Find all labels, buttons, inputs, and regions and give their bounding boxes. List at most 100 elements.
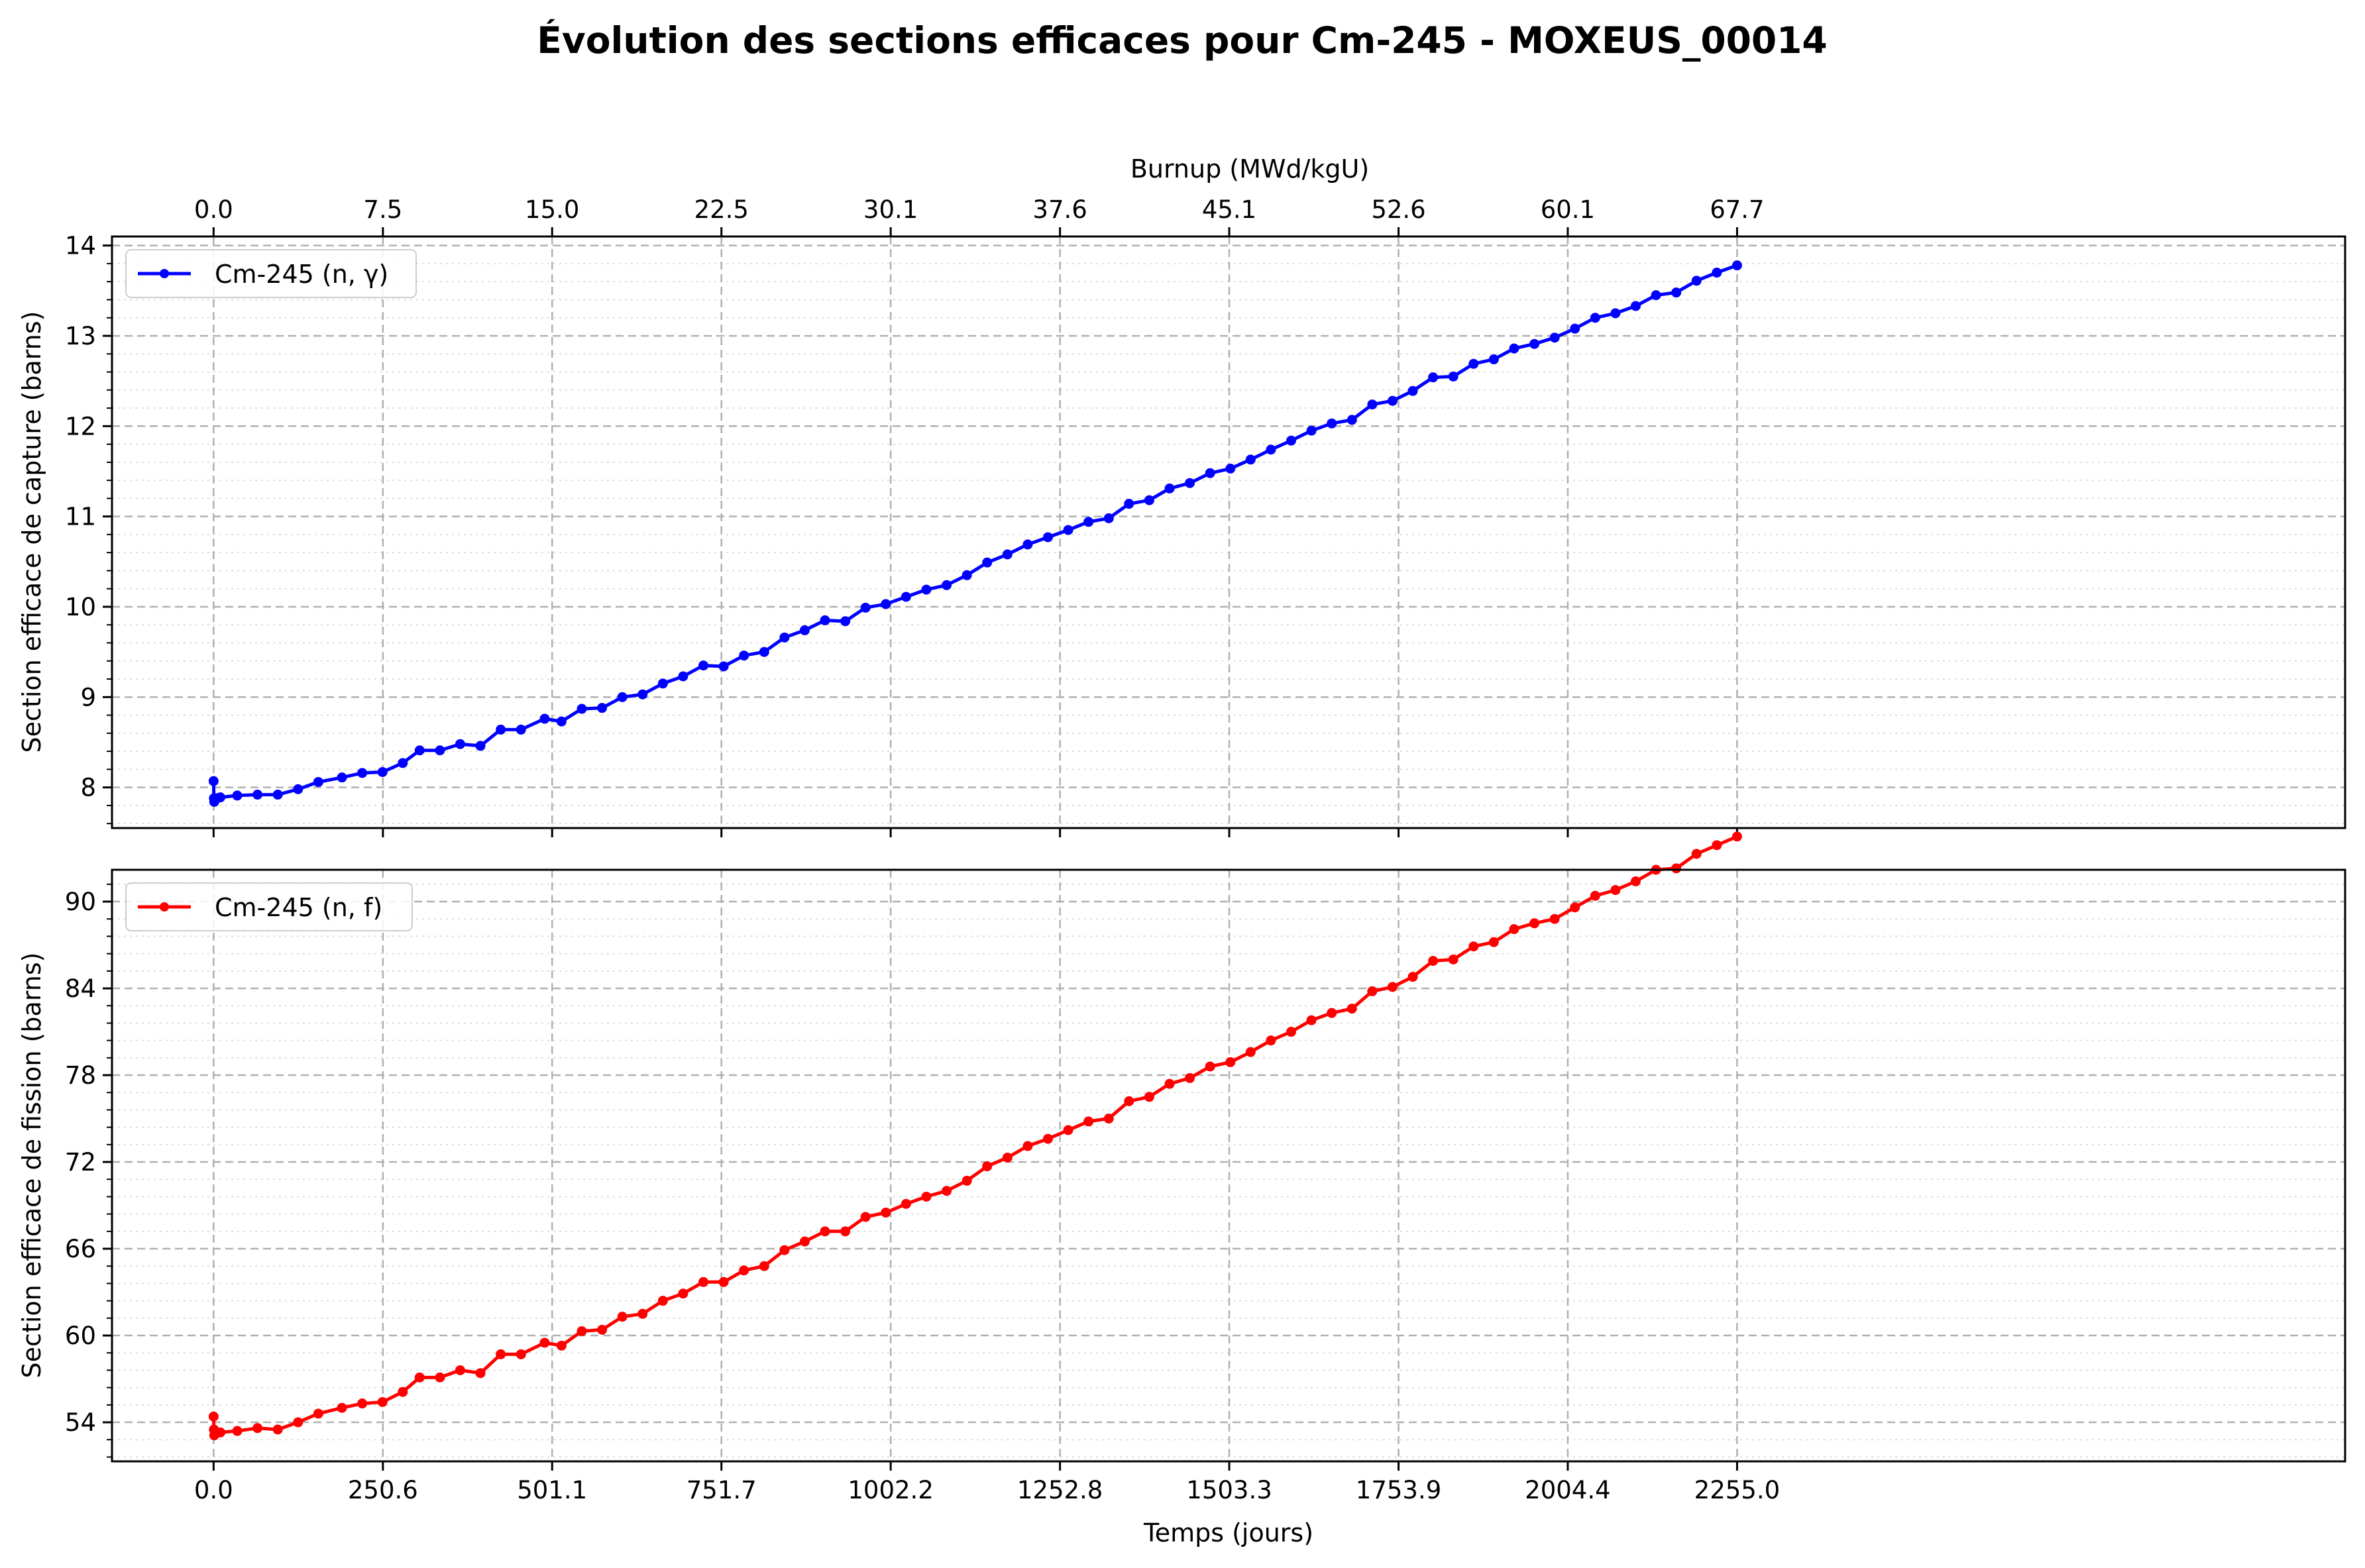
capture-data-point <box>539 713 550 724</box>
fission-data-point <box>208 1411 219 1422</box>
fission-data-point <box>901 1198 911 1209</box>
fission-data-point <box>232 1426 243 1436</box>
capture-data-point <box>337 772 347 783</box>
fission-panel: 54 60 66 72 78 84 90 0.0 250.6 501.1 751.7 1002.2 1… <box>17 831 2346 1547</box>
fission-data-point <box>1691 849 1702 859</box>
capture-data-point <box>1630 301 1641 311</box>
capture-y-ticks: 8 9 10 11 12 13 14 <box>65 232 112 825</box>
fission-data-point <box>759 1261 769 1271</box>
fission-data-point <box>1002 1152 1013 1163</box>
time-x-tick-label: 1503.3 <box>1186 1476 1272 1504</box>
fission-data-point <box>1042 1133 1053 1144</box>
capture-data-point <box>1712 268 1722 278</box>
fission-y-tick-label: 78 <box>65 1061 96 1090</box>
burnup-x-tick-label: 45.1 <box>1202 195 1256 224</box>
burnup-x-tick-label: 67.7 <box>1710 195 1764 224</box>
time-x-tick-label: 1252.8 <box>1017 1476 1103 1504</box>
capture-data-point <box>759 647 769 657</box>
fission-data-point <box>820 1226 830 1237</box>
capture-data-point <box>313 776 323 787</box>
time-x-tick-label: 1753.9 <box>1356 1476 1441 1504</box>
fission-data-point <box>398 1386 408 1397</box>
capture-data-point <box>516 724 526 735</box>
fission-data-point <box>881 1207 891 1218</box>
fission-data-point <box>357 1398 368 1409</box>
fission-y-tick-label: 60 <box>65 1322 96 1350</box>
capture-data-point <box>1185 478 1195 488</box>
fission-data-point <box>1712 840 1722 851</box>
fission-data-point <box>718 1277 729 1287</box>
fission-y-ticks: 54 60 66 72 78 84 90 <box>65 883 112 1458</box>
capture-data-point <box>617 692 628 702</box>
fission-data-point <box>617 1312 628 1322</box>
fission-data-point <box>1509 924 1519 935</box>
capture-legend-marker <box>160 269 169 278</box>
capture-data-point <box>272 790 283 800</box>
fission-data-point <box>1448 954 1458 965</box>
capture-data-point <box>577 704 587 714</box>
capture-data-point <box>779 632 790 643</box>
capture-data-point <box>455 739 465 749</box>
fission-data-point <box>779 1245 790 1255</box>
capture-data-point <box>1225 463 1236 474</box>
capture-data-point <box>1407 386 1418 396</box>
fission-data-point <box>496 1349 506 1359</box>
capture-y-tick-label: 11 <box>65 503 96 531</box>
fission-data-point <box>313 1408 323 1419</box>
fission-data-point <box>1428 956 1439 967</box>
time-x-ticks: 0.0 250.6 501.1 751.7 1002.2 1252.8 1503.3 1753… <box>194 1461 1780 1504</box>
fission-data-point <box>556 1340 567 1351</box>
capture-data-point <box>1022 539 1033 550</box>
fission-data-point <box>475 1368 486 1379</box>
fission-data-point <box>516 1349 526 1359</box>
capture-data-point <box>657 678 668 689</box>
capture-data-point <box>1306 425 1317 436</box>
time-x-tick-label: 501.1 <box>517 1476 587 1504</box>
fission-data-point <box>1245 1047 1256 1057</box>
fission-legend: Cm-245 (n, f) <box>125 882 413 931</box>
capture-data-point <box>1691 276 1702 286</box>
fission-data-point <box>1103 1114 1114 1124</box>
capture-data-point <box>1651 290 1661 301</box>
capture-y-tick-label: 8 <box>80 774 96 802</box>
capture-legend-box <box>125 249 417 298</box>
fission-data-point <box>1529 918 1540 929</box>
fission-data-point <box>272 1424 283 1435</box>
fission-data-point <box>1590 890 1600 901</box>
fission-data-point <box>1327 1008 1337 1018</box>
capture-data-point <box>1448 371 1458 382</box>
fission-y-tick-label: 84 <box>65 974 96 1003</box>
fission-data-point <box>942 1186 952 1196</box>
capture-y-tick-label: 9 <box>80 683 96 711</box>
fission-y-tick-label: 90 <box>65 888 96 916</box>
capture-data-point <box>1063 525 1073 535</box>
fission-data-point <box>1286 1027 1297 1037</box>
fission-data-point <box>1732 831 1742 842</box>
capture-data-point <box>739 651 749 661</box>
capture-data-point <box>820 615 830 625</box>
capture-data-point <box>556 716 567 727</box>
capture-data-point <box>637 689 648 700</box>
burnup-x-tick-label: 0.0 <box>194 195 233 224</box>
fission-data-point <box>414 1372 425 1383</box>
time-x-tick-label: 1002.2 <box>848 1476 933 1504</box>
capture-data-point <box>1610 308 1621 319</box>
burnup-x-tick-label: 30.1 <box>863 195 918 224</box>
fission-data-point <box>1124 1096 1134 1106</box>
capture-data-point <box>357 768 368 778</box>
capture-grid <box>112 236 2345 828</box>
capture-data-point <box>840 616 851 627</box>
capture-data-point <box>1124 499 1134 509</box>
fission-data-point <box>252 1423 263 1434</box>
fission-data-point <box>799 1236 810 1247</box>
fission-data-point <box>1306 1015 1317 1025</box>
capture-data-point <box>377 766 388 777</box>
capture-data-point <box>232 790 243 801</box>
capture-data-point <box>982 557 993 568</box>
capture-data-point <box>475 741 486 751</box>
chart-title: Évolution des sections efficaces pour Cm… <box>537 19 1827 62</box>
capture-data-point <box>398 758 408 768</box>
capture-data-point <box>1245 454 1256 465</box>
capture-data-point <box>1205 468 1215 478</box>
